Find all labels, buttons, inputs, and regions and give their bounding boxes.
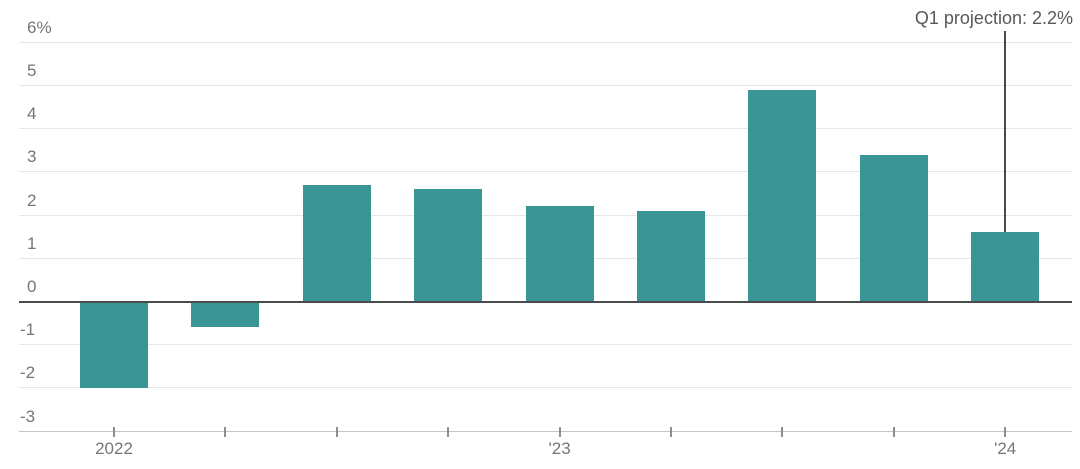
x-axis-tick-2022-q2 [224, 427, 227, 437]
x-axis-label--24: '24 [994, 439, 1017, 458]
x-axis-tick-2022-q4 [447, 427, 450, 437]
x-axis-line [19, 431, 1072, 432]
y-axis-label-0: 0 [27, 277, 37, 296]
zero-baseline [19, 300, 1072, 303]
y-axis-label-2: 2 [27, 190, 37, 210]
bar-2023-q3 [748, 89, 817, 302]
y-axis-label--2: -2 [20, 363, 36, 383]
x-axis-tick-2023-q2 [670, 427, 672, 437]
annotation-label: Q1 projection: 2.2% [914, 8, 1073, 28]
x-axis-tick-2024-q1 [1004, 427, 1007, 437]
bar-2022-q2 [191, 301, 260, 328]
y-axis-label--1: -1 [20, 320, 36, 340]
bar-2023-q4 [859, 154, 928, 302]
x-axis-label-2022: 2022 [95, 439, 133, 458]
annotation-leader-line [1004, 31, 1007, 233]
x-axis-tick-2022-q3 [335, 427, 338, 437]
gridline-5 [19, 85, 1072, 86]
gridline--2 [19, 387, 1072, 389]
bar-2022-q4 [414, 189, 483, 302]
x-axis-tick-2023-q4 [892, 427, 895, 437]
y-axis-label--3: -3 [20, 406, 36, 426]
y-axis-label-1: 1 [27, 233, 37, 253]
gridline-6 [19, 41, 1072, 43]
x-axis-tick-2023-q1 [558, 427, 561, 437]
x-axis-tick-2022-q1 [113, 427, 115, 437]
x-axis-label--23: '23 [548, 439, 571, 458]
x-axis-tick-2023-q3 [781, 427, 784, 437]
gridline-4 [19, 128, 1072, 130]
gridline--1 [19, 344, 1072, 346]
y-axis-label-6: 6% [27, 17, 52, 37]
bar-2022-q3 [302, 184, 371, 302]
y-axis-label-5: 5 [27, 61, 37, 80]
bar-2023-q1 [525, 206, 594, 302]
y-axis-label-3: 3 [27, 147, 37, 167]
bar-2022-q1 [80, 301, 148, 388]
bar-2023-q2 [637, 210, 705, 302]
y-axis-label-4: 4 [27, 104, 37, 124]
bar-2024-q1 [971, 232, 1040, 302]
gridline-3 [19, 171, 1072, 173]
